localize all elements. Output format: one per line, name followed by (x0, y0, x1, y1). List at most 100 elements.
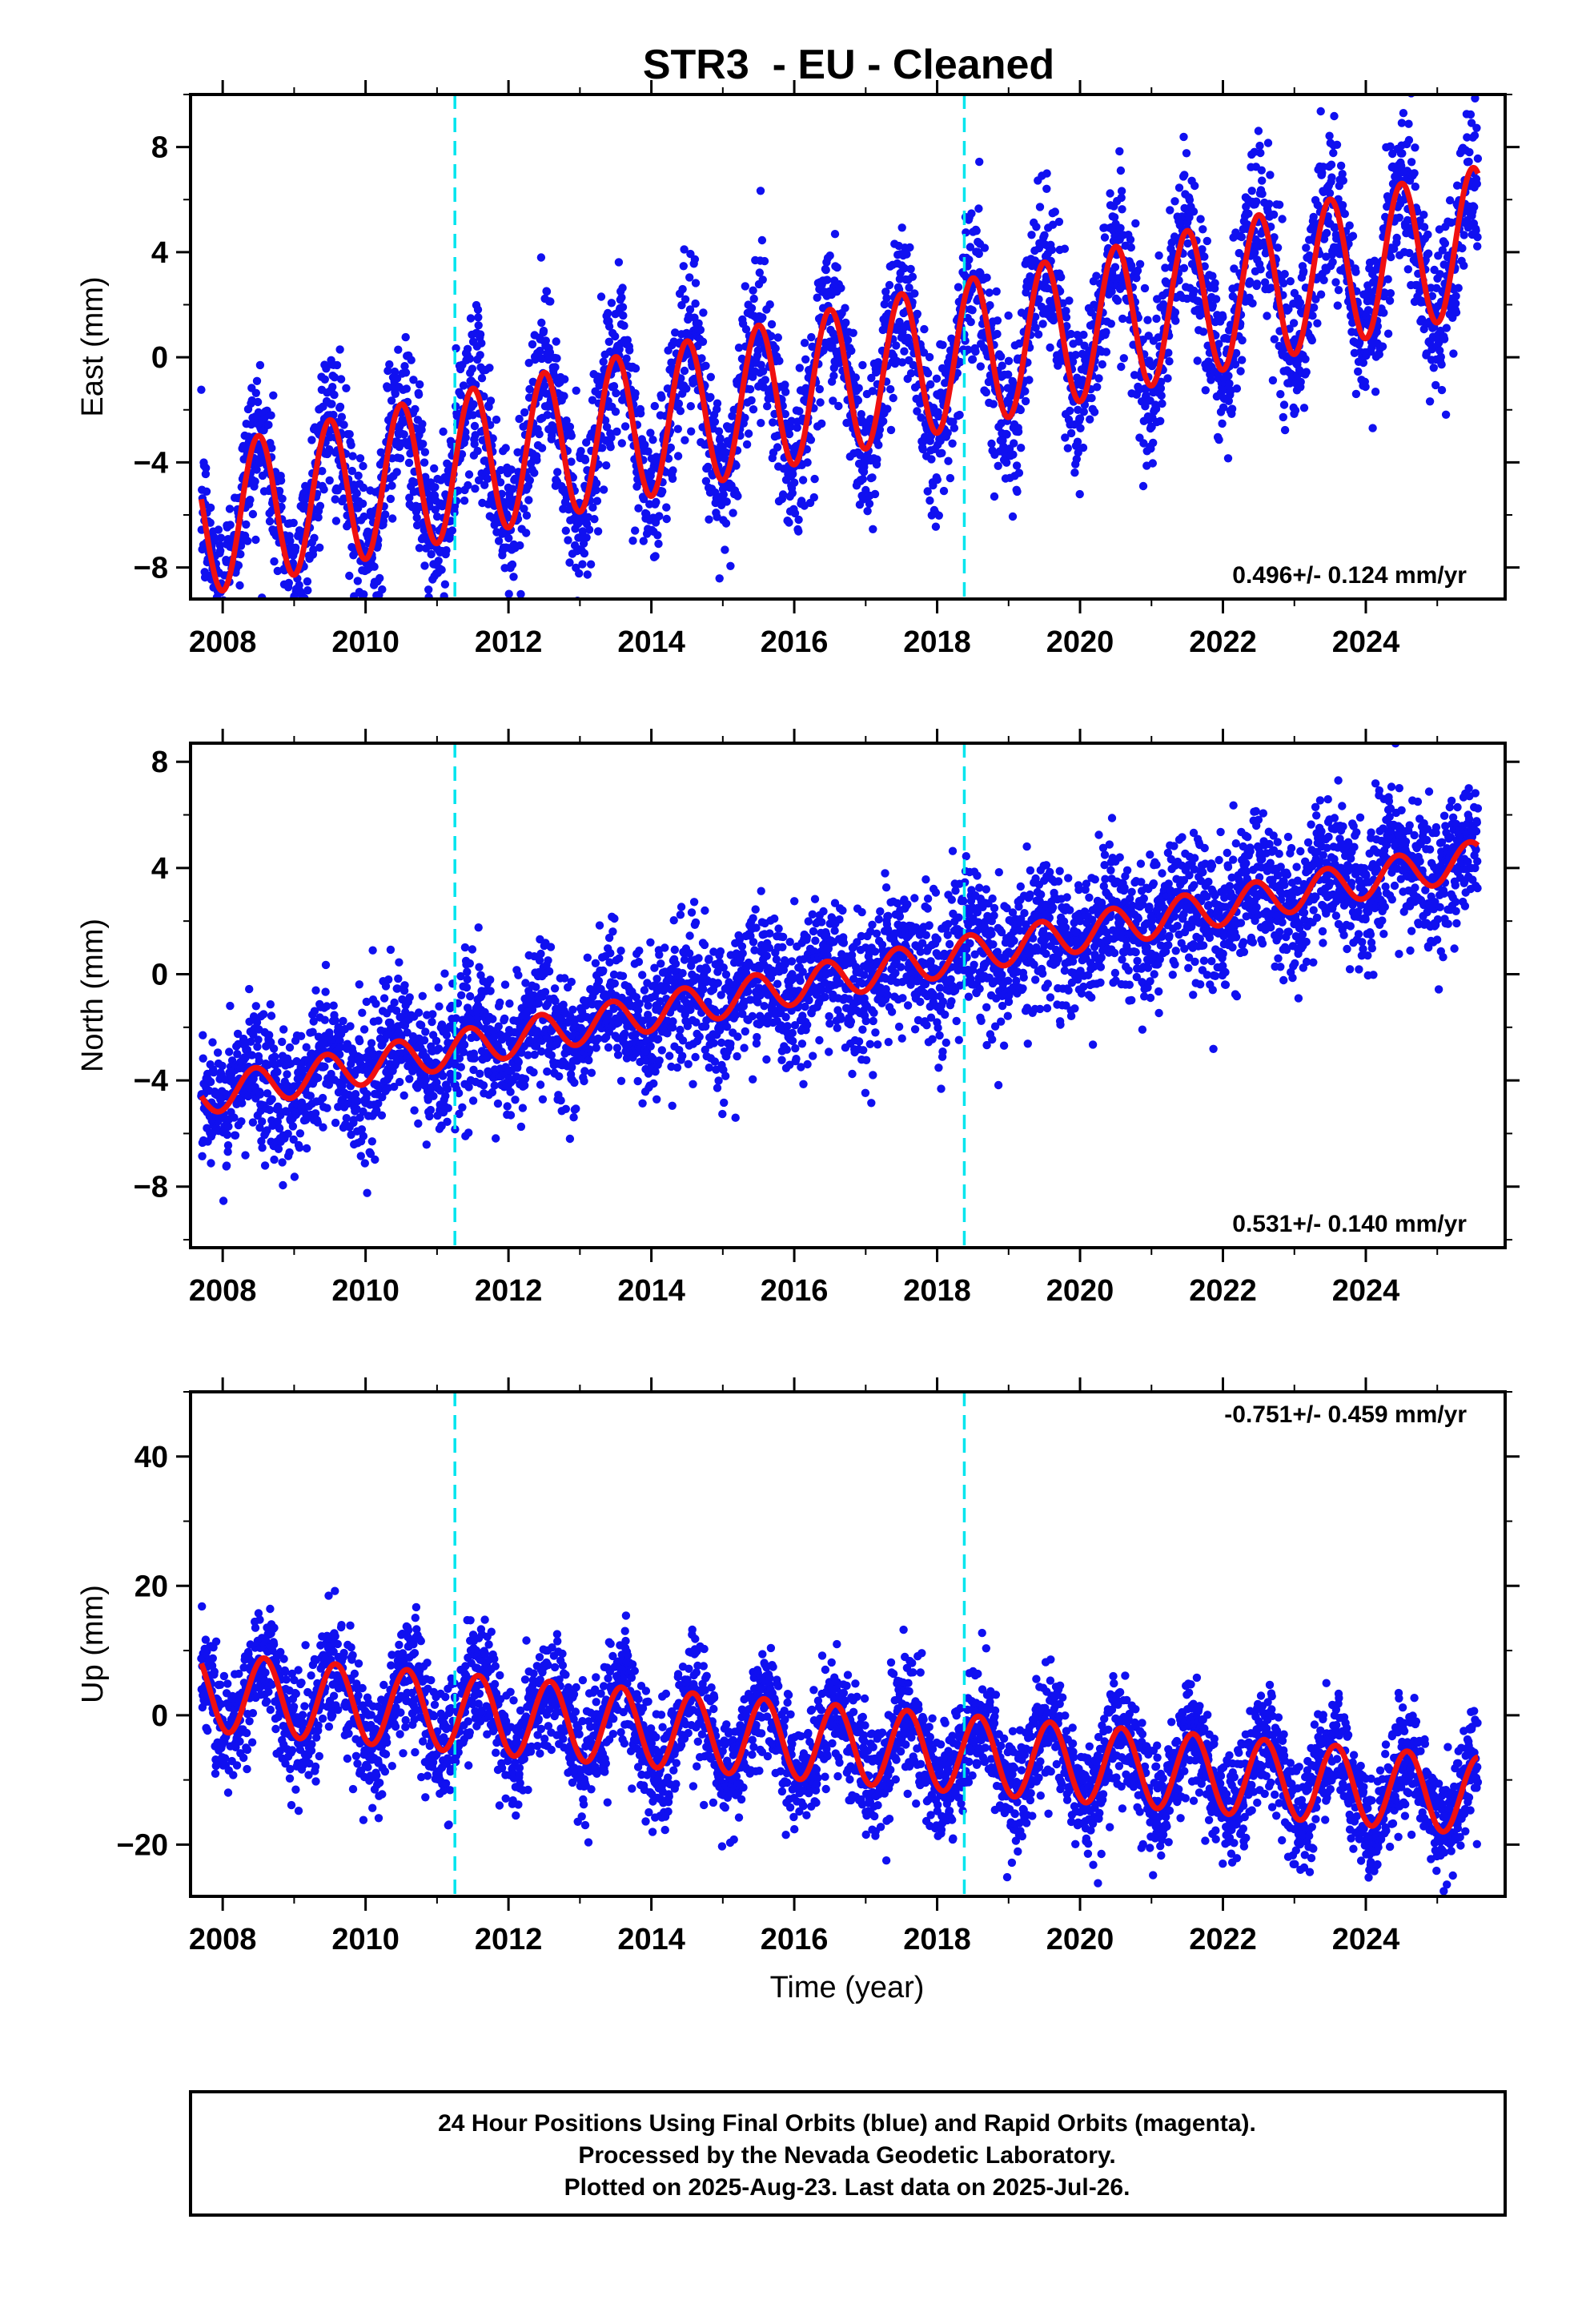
data-point (303, 586, 312, 595)
data-point (662, 503, 671, 512)
data-point (592, 497, 602, 505)
data-point (246, 496, 255, 505)
data-point (1211, 295, 1221, 304)
data-point (377, 1111, 387, 1120)
data-point (1094, 374, 1103, 383)
data-point (1464, 157, 1473, 167)
data-point (687, 427, 696, 436)
data-point (1472, 179, 1482, 188)
data-point (1423, 230, 1432, 239)
data-point (421, 1076, 430, 1084)
data-point (767, 332, 776, 340)
data-point (473, 446, 482, 456)
data-point (330, 373, 339, 382)
data-point (807, 332, 816, 342)
data-point (226, 521, 235, 529)
data-point (1027, 231, 1036, 239)
data-point (404, 458, 414, 468)
data-point (674, 399, 684, 408)
data-point (426, 1105, 436, 1115)
data-point (227, 615, 235, 623)
data-point (618, 303, 628, 312)
data-point (905, 243, 914, 252)
data-point (363, 1188, 371, 1197)
data-point (1118, 205, 1126, 214)
data-point (269, 1044, 279, 1053)
data-point (473, 305, 483, 314)
data-point (409, 376, 418, 384)
data-point (223, 1141, 233, 1150)
data-point (1266, 171, 1275, 179)
data-point (1170, 308, 1180, 317)
data-point (732, 461, 741, 470)
data-point (1227, 404, 1237, 413)
data-point (1236, 367, 1245, 376)
data-point (715, 574, 724, 583)
data-point (238, 1099, 247, 1108)
data-point (639, 537, 648, 545)
data-point (974, 204, 983, 213)
data-point (208, 1038, 217, 1047)
data-point (530, 468, 539, 477)
data-point (696, 325, 705, 335)
data-point (1157, 391, 1166, 400)
data-point (255, 1090, 265, 1099)
data-point (422, 1140, 431, 1149)
data-point (223, 1130, 231, 1140)
data-point (1383, 275, 1392, 283)
data-point (1309, 212, 1318, 222)
data-point (1135, 259, 1145, 268)
data-point (618, 396, 627, 404)
data-point (342, 1114, 351, 1123)
data-point (427, 549, 436, 559)
data-point (714, 427, 724, 436)
data-point (1171, 316, 1180, 325)
data-point (273, 566, 282, 576)
data-point (303, 577, 312, 586)
data-point (267, 1011, 276, 1020)
data-point (1345, 221, 1354, 230)
data-point (949, 417, 958, 426)
data-point (741, 413, 749, 422)
data-point (1399, 76, 1407, 84)
data-point (1180, 171, 1189, 179)
data-point (419, 440, 428, 448)
data-point (584, 513, 592, 521)
data-point (929, 480, 938, 490)
data-point (310, 533, 319, 542)
data-point (813, 293, 821, 302)
data-point (1014, 468, 1024, 477)
data-point (631, 364, 640, 373)
data-point (909, 360, 917, 370)
data-point (468, 411, 477, 420)
data-point (1047, 245, 1057, 255)
data-point (488, 434, 497, 443)
data-point (1470, 131, 1480, 140)
data-point (414, 1008, 424, 1017)
x-tick-label: 2008 (189, 625, 257, 659)
data-point (504, 513, 512, 522)
data-point (697, 354, 706, 363)
data-point (420, 448, 430, 456)
data-point (285, 1148, 294, 1157)
data-point (410, 478, 420, 487)
data-point (606, 443, 615, 452)
data-point (251, 477, 259, 486)
data-point (535, 429, 544, 439)
data-point (590, 515, 599, 524)
data-point (302, 1144, 311, 1153)
data-point (431, 505, 440, 514)
data-point (254, 1035, 263, 1044)
data-point (582, 533, 591, 542)
data-point (279, 600, 287, 608)
data-point (749, 286, 757, 295)
data-point (1014, 427, 1023, 436)
data-point (388, 514, 397, 523)
data-point (721, 545, 729, 554)
data-point (971, 347, 980, 356)
data-point (644, 447, 652, 456)
data-point (617, 293, 626, 302)
data-point (614, 258, 624, 267)
data-point (567, 432, 576, 440)
data-point (631, 526, 640, 535)
